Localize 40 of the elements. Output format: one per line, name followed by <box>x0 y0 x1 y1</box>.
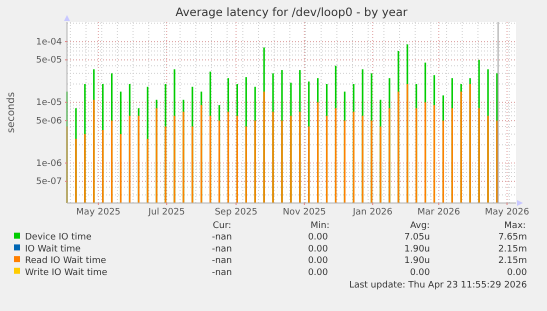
y-tick-label: 1e-05 <box>36 98 62 108</box>
text: Cur: <box>212 221 232 231</box>
x-tick-label: Sep 2025 <box>214 207 258 218</box>
x-tick-label: May 2025 <box>76 207 121 218</box>
y-tick-label: 1e-06 <box>36 158 62 169</box>
y-tick-label: 5e-05 <box>36 56 62 66</box>
y-axis-title: seconds <box>6 92 17 133</box>
text: 7.65m <box>498 232 527 243</box>
text: Avg: <box>410 221 430 231</box>
text: Max: <box>504 221 526 231</box>
x-tick-label: Jul 2025 <box>147 207 185 218</box>
text: Last update: Thu Apr 23 11:55:29 2026 <box>349 280 528 290</box>
text: 1.90u <box>404 256 430 266</box>
x-tick-label: Mar 2026 <box>417 207 460 218</box>
text: 0.00 <box>308 244 328 254</box>
text: 1.90u <box>404 244 430 254</box>
x-tick-label: May 2026 <box>484 207 530 218</box>
legend-label: Read IO Wait time <box>25 256 107 266</box>
legend-label: Write IO Wait time <box>25 268 108 278</box>
x-tick-label: Nov 2025 <box>282 207 326 218</box>
text: 0.00 <box>308 268 328 278</box>
text: 0.00 <box>410 268 430 278</box>
text: 0.00 <box>308 232 328 243</box>
x-tick-label: Jan 2026 <box>352 207 393 218</box>
text: 7.05u <box>404 232 430 243</box>
text: -nan <box>212 232 232 243</box>
legend-label: Device IO time <box>25 232 92 243</box>
text: -nan <box>212 244 232 254</box>
y-tick-label: 5e-06 <box>36 116 62 126</box>
chart-title: Average latency for /dev/loop0 - by year <box>176 5 408 19</box>
text: 0.00 <box>506 268 528 278</box>
text: -nan <box>212 256 232 266</box>
text: 2.15m <box>498 256 527 266</box>
text: -nan <box>212 268 232 278</box>
text: Min: <box>310 221 330 231</box>
text: 2.15m <box>498 244 527 254</box>
legend-label: IO Wait time <box>25 244 82 254</box>
text: 0.00 <box>308 256 328 266</box>
y-tick-label: 1e-04 <box>36 37 62 48</box>
y-tick-label: 5e-07 <box>36 177 62 188</box>
